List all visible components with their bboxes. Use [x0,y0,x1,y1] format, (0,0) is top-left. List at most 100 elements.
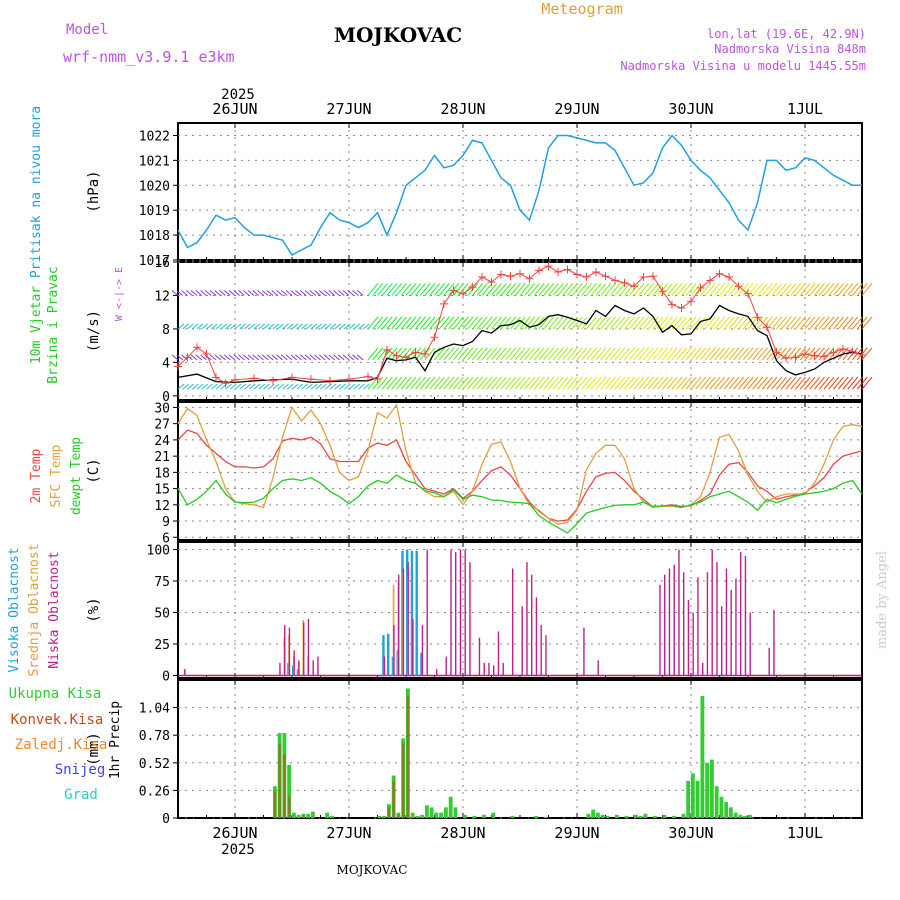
wind-barb [201,383,209,390]
rain-total-bar [681,813,686,818]
wind-barb [795,376,806,390]
wind-barb [377,316,388,330]
wind-barb [586,283,597,296]
wind-barb [733,316,745,330]
wind-barb [795,347,806,361]
cloud-low-bar [664,574,666,676]
wind-barb [685,316,697,330]
wind-barb [856,376,868,390]
wind-speed-line [177,304,863,384]
wind-barb [552,376,564,390]
gust-marker [487,278,496,287]
wind-barb [252,354,260,361]
y-tick-label: 30 [154,401,170,416]
wind-barb [320,383,327,390]
wind-barb [595,376,607,390]
wind-barb [467,347,479,361]
wind-barb [614,283,626,296]
rain-total-bar [410,812,415,818]
wind-barb [723,347,735,361]
rain-total-bar [472,815,477,818]
wind-barb [652,316,664,330]
rain-convective-bar [287,796,291,818]
wind-barb [181,290,188,296]
wind-barb [666,376,678,390]
y-tick-label: 16 [154,256,170,271]
wind-barb [314,290,321,296]
wind-barb [296,323,304,330]
top-year: 2025 [221,87,255,103]
wind-barb [248,323,256,330]
cloud-low-bar [678,549,680,676]
wind-barb [638,283,650,296]
rain-convective-bar [397,814,400,818]
y-tick-label: 24 [154,434,170,449]
wind-barb [543,316,555,330]
wind-barb [581,376,593,390]
cloud-low-bar [284,625,286,676]
wind-barb [339,323,346,330]
wind-barb [443,316,455,330]
wind-barb [457,347,469,361]
gust-marker [326,376,334,385]
wind-barb [272,323,280,330]
wind-barb [757,347,768,361]
cloud-low-bar [521,606,523,676]
x-tick-label-bottom: 26JUN [212,824,257,842]
rain-total-bar [510,815,515,818]
wind-barb [453,376,464,390]
wind-barb [833,283,844,296]
wind-barb [358,323,365,330]
panel-unit: (m/s) [86,310,102,352]
x-tick-label-bottom: 29JUN [554,824,599,842]
model-label: Model [66,22,108,38]
cloud-low-bar [412,618,414,676]
rain-total-bar [748,814,752,818]
wind-barb [400,376,412,390]
wind-barb [486,376,498,390]
gust-marker [601,272,610,281]
wind-barb [220,323,228,330]
wind-barb [415,376,426,390]
wind-barb [776,347,787,361]
wind-barb [533,347,545,361]
wind-barb [847,316,859,330]
gust-marker [582,273,591,282]
wind-barb [633,347,645,361]
cloud-axis-title: Niska Oblacnost [47,551,62,668]
rain-total-bar [596,812,600,818]
wind-barb [410,376,422,390]
wind-barb [690,316,702,330]
gust-marker [392,351,401,360]
wind-barb [842,376,854,390]
wind-barb [328,354,336,361]
footer-station: MOJKOVAC [337,863,408,877]
wind-barb [548,376,559,390]
cloud-low-bar [773,610,775,676]
wind-barb [200,290,207,296]
wind-barb [206,323,213,330]
wind-barb [700,376,711,390]
rain-total-bar [615,814,619,818]
wind-barb [333,354,340,361]
wind-barb [776,376,787,390]
cloud-low-bar [597,660,599,676]
wind-barb [833,376,844,390]
wind-barb [742,347,754,361]
wind-barb [619,347,631,361]
wind-barb [481,376,493,390]
wind-barb [852,316,863,330]
wind-barb [733,347,745,361]
cloud-low-bar [545,635,547,676]
wind-barb [405,376,417,390]
y-tick-label: 75 [154,575,170,590]
wind-barb [738,347,749,361]
wind-barb [852,283,863,296]
wind-barb [266,290,274,296]
wind-barb [347,290,355,296]
cloud-low-bar [455,552,457,676]
wind-barb [719,283,730,296]
wind-barb [771,376,783,390]
rain-total-bar [377,815,382,818]
